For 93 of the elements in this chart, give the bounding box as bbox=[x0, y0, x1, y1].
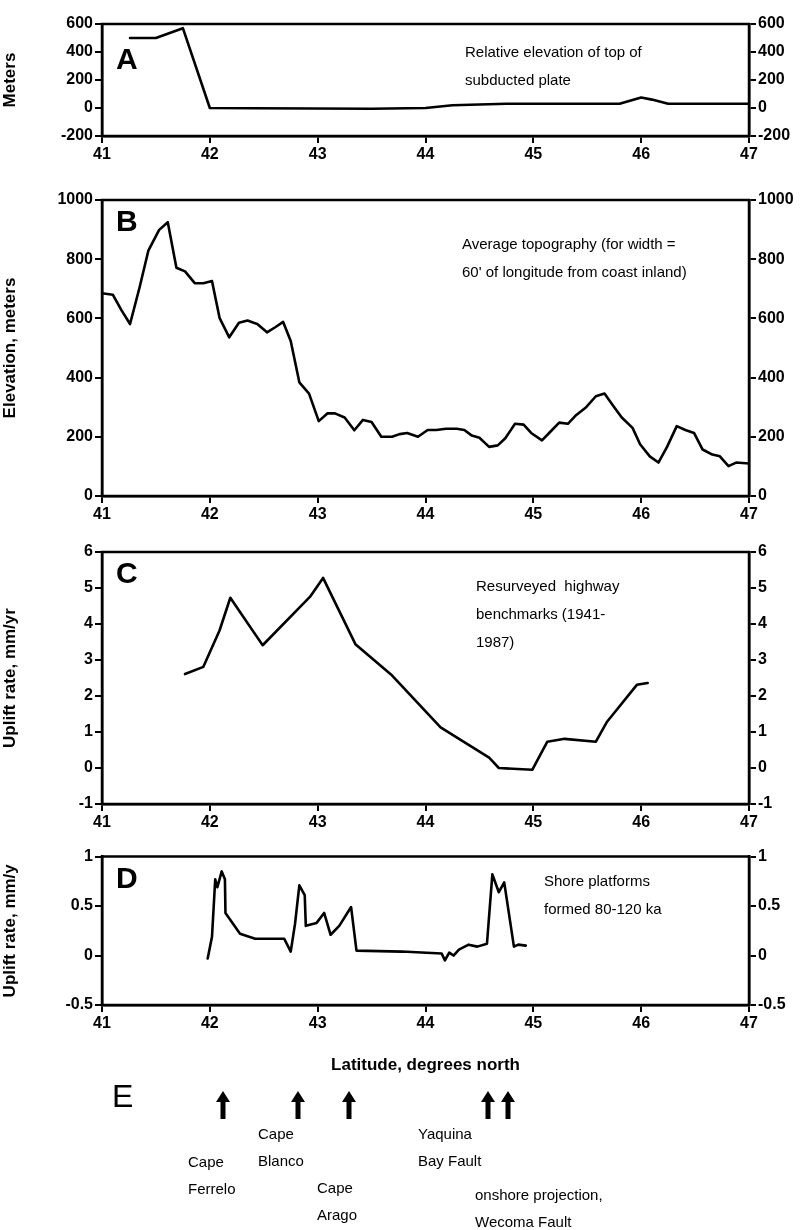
y2-tick-label: 0 bbox=[758, 98, 767, 116]
y2-tick-label: 0 bbox=[758, 945, 767, 963]
x-tick-label: 46 bbox=[632, 1014, 651, 1032]
y-tick-label: 800 bbox=[66, 249, 94, 267]
x-tick-label: 47 bbox=[740, 813, 758, 831]
x-tick-label: 41 bbox=[93, 505, 111, 523]
x-tick-label: 45 bbox=[524, 813, 543, 831]
x-tick-label: 46 bbox=[632, 145, 651, 163]
y-tick-label: 0 bbox=[84, 98, 94, 116]
x-tick-label: 44 bbox=[416, 505, 435, 523]
y2-tick-label: -0.5 bbox=[758, 995, 786, 1013]
annotation: Shore platforms formed 80-120 ka bbox=[544, 870, 663, 919]
annotation: Resurveyed highway benchmarks (1941-1987) bbox=[476, 576, 621, 652]
chart-title: B bbox=[116, 204, 138, 238]
y-tick-label: 0 bbox=[84, 945, 94, 963]
annotation: Relative elevation of top of subducted plate bbox=[465, 42, 643, 90]
y2-tick-label: 800 bbox=[758, 249, 785, 267]
y-axis-title: Uplift rate, mm/yr bbox=[0, 607, 19, 748]
x-tick-label: 43 bbox=[308, 813, 327, 831]
x-tick-label: 42 bbox=[200, 1014, 219, 1032]
text: Cape Arago bbox=[317, 1178, 359, 1225]
x-tick-label: 44 bbox=[416, 145, 435, 163]
y2-tick-label: 2 bbox=[758, 686, 767, 704]
y2-tick-label: 600 bbox=[758, 308, 785, 326]
y-tick-label: 1000 bbox=[57, 190, 94, 208]
text: Cape Blanco bbox=[258, 1124, 305, 1171]
y-tick-label: 400 bbox=[66, 42, 94, 60]
text: Cape Ferrelo bbox=[188, 1152, 237, 1199]
x-tick-label: 43 bbox=[308, 145, 327, 163]
x-tick-label: 44 bbox=[416, 1014, 435, 1032]
annotation: Average topography (for width = 60' of longitude from coast inland) bbox=[462, 234, 688, 282]
y-tick-label: 0.5 bbox=[70, 896, 94, 914]
y-tick-label: 200 bbox=[66, 427, 94, 445]
y-tick-label: -200 bbox=[60, 126, 94, 144]
y2-tick-label: 0.5 bbox=[758, 896, 781, 914]
x-tick-label: 44 bbox=[416, 813, 435, 831]
y2-tick-label: 400 bbox=[758, 368, 785, 386]
y-tick-label: 5 bbox=[84, 578, 94, 596]
x-tick-label: 43 bbox=[308, 1014, 327, 1032]
text: Yaquina Bay Fault bbox=[418, 1124, 483, 1171]
y-tick-label: 1 bbox=[84, 847, 94, 865]
y2-tick-label: 1 bbox=[758, 847, 767, 865]
x-tick-label: 46 bbox=[632, 813, 651, 831]
text: onshore projection, Wecoma Fault bbox=[475, 1185, 604, 1230]
y2-tick-label: 0 bbox=[758, 486, 767, 504]
y2-tick-label: 5 bbox=[758, 578, 767, 596]
x-tick-label: 42 bbox=[200, 505, 219, 523]
y-tick-label: 600 bbox=[66, 308, 94, 326]
y2-tick-label: 400 bbox=[758, 42, 785, 60]
x-tick-label: 42 bbox=[200, 145, 219, 163]
x-tick-label: 41 bbox=[93, 1014, 111, 1032]
y-tick-label: 0 bbox=[84, 486, 94, 504]
y2-tick-label: 200 bbox=[758, 427, 785, 445]
x-axis-title: Latitude, degrees north bbox=[331, 1055, 520, 1075]
y-tick-label: 1 bbox=[84, 722, 94, 740]
y-tick-label: 600 bbox=[66, 14, 94, 32]
x-tick-label: 45 bbox=[524, 1014, 543, 1032]
x-tick-label: 42 bbox=[200, 813, 219, 831]
y-tick-label: 400 bbox=[66, 368, 94, 386]
x-tick-label: 45 bbox=[524, 145, 543, 163]
y-axis-title: Meters bbox=[0, 52, 19, 108]
y2-tick-label: 1000 bbox=[758, 190, 794, 208]
y2-tick-label: 1 bbox=[758, 722, 767, 740]
y-axis-title: Uplift rate, mm/y bbox=[0, 863, 19, 998]
x-tick-label: 47 bbox=[740, 505, 758, 523]
x-tick-label: 41 bbox=[93, 813, 111, 831]
y2-tick-label: -200 bbox=[758, 126, 791, 144]
x-tick-label: 47 bbox=[740, 145, 758, 163]
chart-title: C bbox=[116, 556, 138, 590]
x-tick-label: 43 bbox=[308, 505, 327, 523]
text: E bbox=[112, 1078, 134, 1115]
y-tick-label: 200 bbox=[66, 70, 94, 88]
chart-title: D bbox=[116, 860, 138, 894]
y-tick-label: -1 bbox=[78, 794, 94, 812]
y-tick-label: 6 bbox=[84, 542, 94, 560]
y2-tick-label: 600 bbox=[758, 14, 785, 32]
y-tick-label: 4 bbox=[84, 614, 94, 632]
y-tick-label: 0 bbox=[84, 758, 94, 776]
y-tick-label: -0.5 bbox=[65, 995, 94, 1013]
x-tick-label: 41 bbox=[93, 145, 111, 163]
y-tick-label: 3 bbox=[84, 650, 94, 668]
y-axis-title: Elevation, meters bbox=[0, 277, 19, 419]
y-tick-label: 2 bbox=[84, 686, 94, 704]
x-tick-label: 46 bbox=[632, 505, 651, 523]
x-tick-label: 47 bbox=[740, 1014, 758, 1032]
y2-tick-label: 4 bbox=[758, 614, 767, 632]
y2-tick-label: -1 bbox=[758, 794, 773, 812]
y2-tick-label: 3 bbox=[758, 650, 767, 668]
y2-tick-label: 0 bbox=[758, 758, 767, 776]
x-tick-label: 45 bbox=[524, 505, 543, 523]
y2-tick-label: 200 bbox=[758, 70, 785, 88]
y2-tick-label: 6 bbox=[758, 542, 767, 560]
text: A bbox=[116, 42, 138, 76]
